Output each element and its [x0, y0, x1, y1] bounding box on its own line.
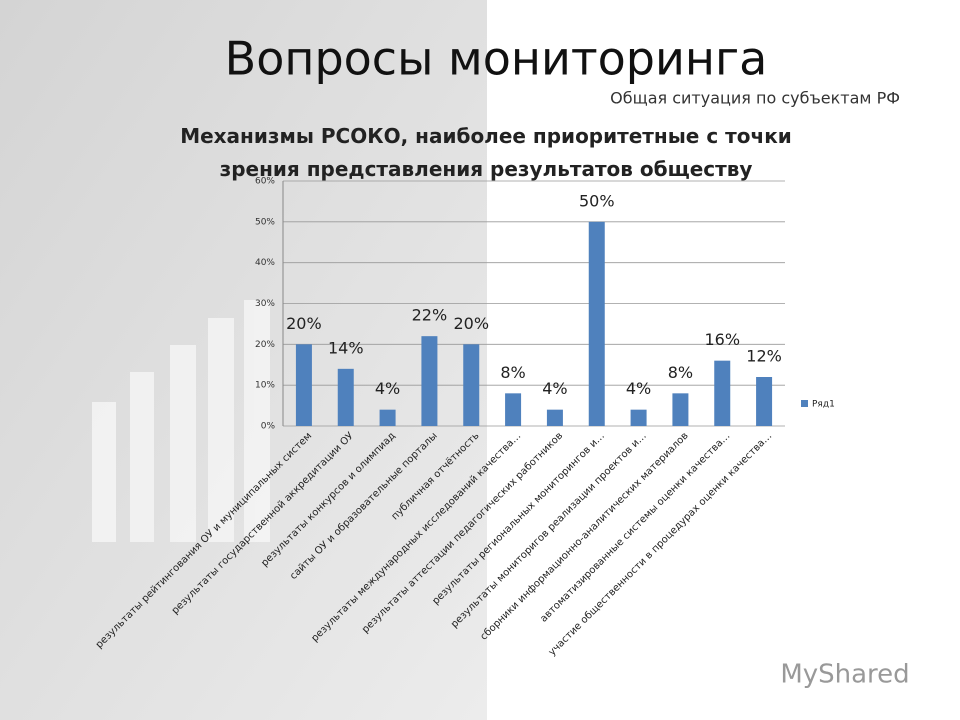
bar	[379, 409, 396, 426]
slide-subtitle: Общая ситуация по субъектам РФ	[610, 89, 900, 108]
y-tick-label: 20%	[255, 340, 275, 350]
bar	[588, 221, 605, 426]
background-panel	[0, 0, 487, 720]
legend-label: Ряд1	[812, 400, 835, 410]
watermark: MyShared	[780, 660, 909, 690]
bar	[463, 344, 480, 426]
bar	[295, 344, 312, 426]
bar	[505, 393, 522, 426]
data-label: 4%	[542, 379, 567, 398]
data-label: 12%	[746, 347, 782, 366]
bar	[630, 409, 647, 426]
bar	[546, 409, 563, 426]
y-tick-label: 40%	[255, 258, 275, 268]
data-label: 8%	[500, 363, 525, 382]
data-label: 50%	[579, 191, 615, 210]
data-label: 14%	[328, 338, 364, 357]
data-label: 16%	[704, 330, 740, 349]
chart-title: Механизмы РСОКО, наиболее приоритетные с…	[180, 124, 792, 181]
y-tick-label: 30%	[255, 299, 275, 309]
bar	[756, 377, 773, 426]
data-label: 4%	[375, 379, 400, 398]
slide-title: Вопросы мониторинга	[225, 32, 768, 86]
y-tick-label: 0%	[261, 422, 276, 432]
bar	[714, 360, 731, 426]
bar	[337, 368, 354, 426]
decor	[92, 300, 270, 542]
data-label: 20%	[286, 314, 322, 333]
bar	[421, 336, 438, 426]
y-tick-label: 60%	[255, 177, 275, 187]
legend-swatch	[801, 400, 808, 407]
data-label: 4%	[626, 379, 651, 398]
y-tick-label: 10%	[255, 381, 275, 391]
data-label: 8%	[668, 363, 693, 382]
data-label: 22%	[412, 306, 448, 325]
bar	[672, 393, 689, 426]
data-label: 20%	[453, 314, 489, 333]
y-tick-label: 50%	[255, 217, 275, 227]
